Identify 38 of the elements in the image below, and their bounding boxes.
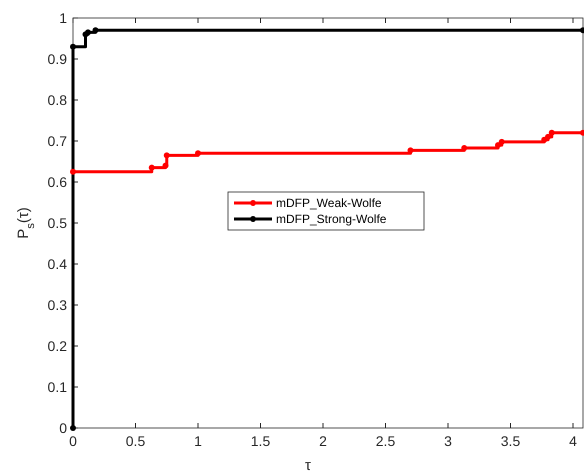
point (461, 144, 468, 151)
y-tick-label: 0.6 (48, 174, 68, 190)
legend-label: mDFP_Weak-Wolfe (276, 196, 382, 210)
y-tick-label: 0.7 (48, 133, 68, 149)
x-axis-title: τ (305, 457, 312, 474)
y-tick-label: 0.1 (48, 379, 68, 395)
x-tick-label: 2.5 (376, 433, 396, 449)
y-tick-label: 0.4 (48, 256, 68, 272)
point (85, 29, 91, 36)
point (148, 164, 155, 171)
y-tick-label: 0.9 (48, 51, 68, 67)
x-tick-label: 3 (444, 433, 452, 449)
y-tick-label: 0.5 (48, 215, 68, 231)
x-tick-label: 2 (319, 433, 328, 449)
y-tick-label: 0 (59, 420, 68, 436)
point (195, 150, 201, 156)
point (495, 142, 501, 148)
point (70, 425, 76, 431)
y-tick-label: 0.8 (48, 92, 68, 108)
x-tick-label: 1.5 (250, 433, 270, 449)
y-tick-label: 1 (59, 10, 68, 26)
x-tick-label: 3.5 (500, 433, 520, 449)
y-tick-label: 0.3 (48, 297, 68, 313)
point (162, 162, 168, 169)
point (408, 147, 414, 154)
point (164, 152, 170, 158)
x-tick-label: 1 (194, 433, 202, 449)
y-tick-label: 0.2 (48, 338, 68, 354)
point (92, 27, 98, 34)
point (498, 138, 505, 145)
x-tick-label: 4 (569, 433, 578, 449)
point (70, 168, 76, 175)
point (545, 134, 551, 140)
legend-label: mDFP_Strong-Wolfe (276, 212, 387, 226)
x-tick-label: 0 (69, 433, 78, 449)
x-tick-label: 0.5 (126, 433, 146, 449)
point (548, 130, 555, 136)
point (70, 44, 76, 50)
